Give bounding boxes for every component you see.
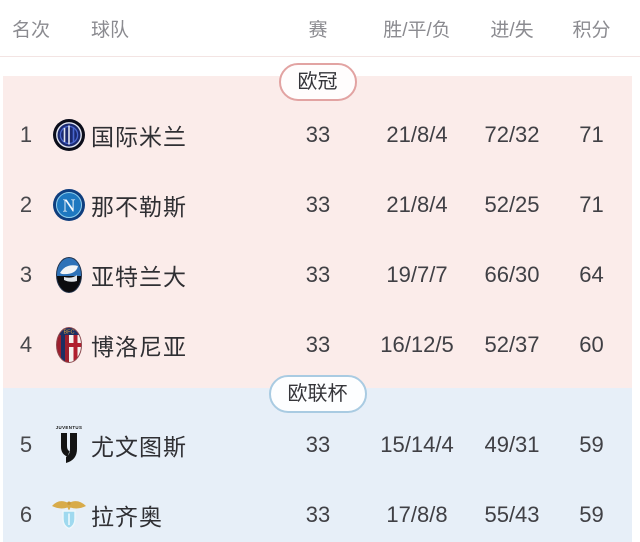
team-name: 尤文图斯 [91, 434, 187, 460]
team-name: 亚特兰大 [91, 264, 187, 290]
rank-cell: 6 [19, 502, 33, 527]
team-name: 拉齐奥 [91, 504, 163, 530]
table-row[interactable]: 2 N 那不勒斯 33 21/8/4 52/25 71 [3, 170, 632, 240]
team-name: 国际米兰 [91, 124, 187, 150]
header-played: 赛 [308, 19, 328, 41]
wdl-cell: 21/8/4 [386, 122, 448, 147]
table-row[interactable]: 5 JUVENTUS 尤文图斯 33 15/14/4 49/31 59 [3, 410, 632, 480]
goals-cell: 49/31 [484, 432, 540, 457]
wdl-cell: 16/12/5 [380, 332, 454, 357]
rank-cell: 5 [19, 432, 33, 457]
points-cell: 59 [579, 502, 604, 527]
header-points: 积分 [572, 19, 611, 41]
table-row[interactable]: 6 拉齐奥 33 17/8/8 55/43 59 [3, 480, 632, 542]
header-win-draw-loss: 胜/平/负 [383, 19, 451, 41]
points-cell: 71 [579, 192, 604, 217]
wdl-cell: 17/8/8 [386, 502, 448, 527]
napoli-logo-icon: N [49, 189, 89, 221]
atalanta-logo-icon [49, 257, 89, 293]
europa-league-rows: 5 JUVENTUS 尤文图斯 33 15/14/4 49/31 59 6 拉齐奥 33 17/8/… [3, 410, 632, 542]
played-cell: 33 [305, 192, 331, 217]
wdl-cell: 21/8/4 [386, 192, 448, 217]
champions-league-badge: 欧冠 [278, 63, 357, 101]
section-europa-league: 欧联杯 5 JUVENTUS 尤文图斯 33 15/14/4 49/31 59 6 拉齐奥 33 1… [3, 375, 632, 542]
team-name: 那不勒斯 [91, 194, 187, 220]
table-row[interactable]: 3 亚特兰大 33 19/7/7 66/30 64 [3, 240, 632, 310]
played-cell: 33 [305, 502, 331, 527]
header-team: 球队 [91, 19, 130, 41]
section-champions-league: 欧冠 1 国际米兰 33 21/8/4 72/32 71 2 N 那不勒斯 33 21/8/4 52/… [3, 63, 632, 388]
europa-league-badge: 欧联杯 [268, 375, 367, 413]
table-header-row: 名次 球队 赛 胜/平/负 进/失 积分 [0, 0, 640, 57]
played-cell: 33 [305, 432, 331, 457]
points-cell: 59 [579, 432, 604, 457]
points-cell: 64 [579, 262, 604, 287]
bologna-logo-icon: BFC [49, 327, 89, 363]
wdl-cell: 19/7/7 [386, 262, 448, 287]
rank-cell: 4 [19, 332, 33, 357]
champions-league-rows: 1 国际米兰 33 21/8/4 72/32 71 2 N 那不勒斯 33 21/8/4 52/25 7… [3, 100, 632, 380]
svg-text:N: N [63, 196, 76, 216]
goals-cell: 52/25 [484, 192, 540, 217]
played-cell: 33 [305, 332, 331, 357]
lazio-logo-icon [49, 498, 89, 532]
points-cell: 71 [579, 122, 604, 147]
inter-logo-icon [49, 119, 89, 151]
goals-cell: 52/37 [484, 332, 540, 357]
header-rank: 名次 [12, 19, 51, 41]
goals-cell: 55/43 [484, 502, 540, 527]
wdl-cell: 15/14/4 [380, 432, 454, 457]
svg-text:BFC: BFC [64, 330, 75, 336]
played-cell: 33 [305, 262, 331, 287]
svg-text:JUVENTUS: JUVENTUS [56, 425, 83, 430]
played-cell: 33 [305, 122, 331, 147]
rank-cell: 2 [19, 192, 33, 217]
rank-cell: 1 [19, 122, 33, 147]
juventus-logo-icon: JUVENTUS [49, 424, 89, 466]
team-name: 博洛尼亚 [91, 334, 187, 360]
header-goals: 进/失 [490, 19, 534, 41]
goals-cell: 72/32 [484, 122, 540, 147]
table-row[interactable]: 1 国际米兰 33 21/8/4 72/32 71 [3, 100, 632, 170]
goals-cell: 66/30 [484, 262, 540, 287]
table-row[interactable]: 4 BFC 博洛尼亚 33 16/12/5 52/37 60 [3, 310, 632, 380]
points-cell: 60 [579, 332, 604, 357]
rank-cell: 3 [19, 262, 33, 287]
